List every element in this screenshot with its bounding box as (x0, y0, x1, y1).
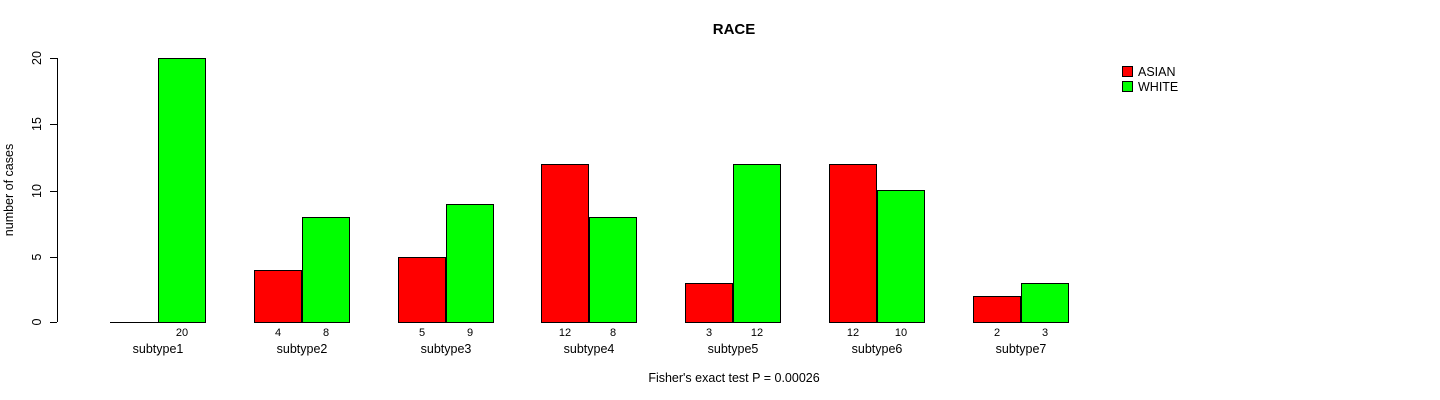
x-category-label: subtype1 (132, 342, 184, 356)
bar-value-label: 10 (894, 327, 908, 339)
footer-annotation: Fisher's exact test P = 0.00026 (648, 371, 820, 385)
bar-value-label: 5 (418, 327, 426, 339)
y-axis-tick-label: 10 (30, 184, 44, 198)
bar-asian-subtype5 (685, 283, 733, 323)
y-axis-line (57, 58, 58, 322)
x-category-label: subtype5 (707, 342, 759, 356)
bar-white-subtype3 (446, 204, 494, 323)
y-axis-tick-label: 15 (30, 117, 44, 131)
y-axis-tick (50, 322, 57, 323)
bar-value-label: 12 (558, 327, 572, 339)
x-category-label: subtype4 (563, 342, 615, 356)
legend-label: WHITE (1138, 79, 1179, 94)
bar-asian-subtype1 (110, 322, 159, 323)
x-category-label: subtype6 (851, 342, 903, 356)
y-axis-tick (50, 124, 57, 125)
y-axis-tick (50, 257, 57, 258)
bar-white-subtype1 (158, 58, 206, 323)
legend-item-asian: ASIAN (1122, 64, 1178, 79)
bar-value-label: 8 (609, 327, 617, 339)
bar-value-label: 12 (846, 327, 860, 339)
y-axis-tick-label: 20 (30, 51, 44, 65)
bar-value-label: 20 (175, 327, 189, 339)
bar-value-label: 4 (274, 327, 282, 339)
bar-value-label: 12 (750, 327, 764, 339)
bar-asian-subtype2 (254, 270, 302, 323)
bar-white-subtype5 (733, 164, 781, 323)
bar-white-subtype7 (1021, 283, 1069, 323)
legend-item-white: WHITE (1122, 79, 1178, 94)
y-axis-tick-label: 0 (30, 318, 44, 326)
chart-title: RACE (712, 21, 756, 38)
bar-asian-subtype3 (398, 257, 446, 323)
legend-label: ASIAN (1138, 64, 1176, 79)
legend-swatch-white (1122, 81, 1133, 92)
bar-white-subtype6 (877, 190, 925, 323)
bar-asian-subtype6 (829, 164, 877, 323)
bar-value-label: 8 (322, 327, 330, 339)
y-axis-tick (50, 58, 57, 59)
bar-value-label: 3 (705, 327, 713, 339)
bar-asian-subtype7 (973, 296, 1021, 323)
bar-value-label: 3 (1041, 327, 1049, 339)
x-category-label: subtype3 (420, 342, 472, 356)
legend-swatch-asian (1122, 66, 1133, 77)
y-axis-label: number of cases (2, 143, 16, 237)
y-axis-tick-label: 5 (30, 253, 44, 261)
bar-asian-subtype4 (541, 164, 589, 323)
x-category-label: subtype7 (995, 342, 1047, 356)
bar-value-label: 9 (466, 327, 474, 339)
x-category-label: subtype2 (276, 342, 328, 356)
bar-white-subtype2 (302, 217, 350, 323)
legend: ASIAN WHITE (1122, 64, 1178, 94)
bar-value-label: 2 (993, 327, 1001, 339)
bar-white-subtype4 (589, 217, 637, 323)
y-axis-tick (50, 191, 57, 192)
